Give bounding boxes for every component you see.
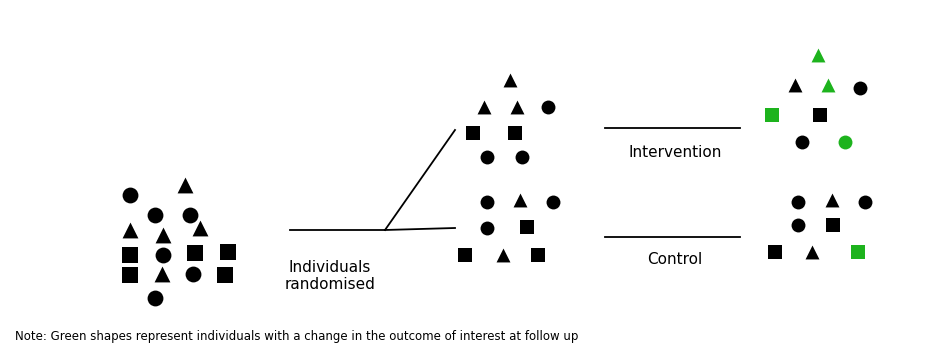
Text: Intervention: Intervention bbox=[628, 145, 722, 160]
Point bbox=[794, 139, 809, 145]
Point bbox=[495, 252, 510, 258]
Point bbox=[155, 271, 170, 277]
Point bbox=[509, 104, 524, 110]
Point bbox=[837, 139, 852, 145]
Point bbox=[514, 154, 529, 160]
Point bbox=[850, 249, 865, 255]
Text: Control: Control bbox=[647, 252, 703, 267]
Point bbox=[825, 197, 840, 203]
Point bbox=[476, 104, 491, 110]
Point bbox=[220, 249, 236, 255]
Point bbox=[480, 154, 495, 160]
Point bbox=[826, 222, 841, 228]
Point bbox=[457, 252, 472, 258]
Point bbox=[545, 199, 560, 205]
Point bbox=[187, 250, 202, 256]
Point bbox=[123, 252, 138, 258]
Point bbox=[147, 212, 162, 218]
Point bbox=[530, 252, 545, 258]
Point bbox=[520, 224, 535, 230]
Point bbox=[858, 199, 873, 205]
Point bbox=[768, 249, 783, 255]
Point bbox=[541, 104, 556, 110]
Point bbox=[480, 225, 495, 231]
Point bbox=[480, 199, 495, 205]
Point bbox=[852, 85, 867, 91]
Point bbox=[805, 249, 820, 255]
Point bbox=[765, 112, 780, 118]
Point bbox=[790, 222, 806, 228]
Point bbox=[790, 199, 806, 205]
Point bbox=[193, 225, 208, 231]
Point bbox=[788, 82, 803, 88]
Point bbox=[156, 252, 171, 258]
Point bbox=[123, 192, 138, 198]
Point bbox=[466, 130, 481, 136]
Point bbox=[185, 271, 200, 277]
Point bbox=[812, 112, 827, 118]
Text: Note: Green shapes represent individuals with a change in the outcome of interes: Note: Green shapes represent individuals… bbox=[15, 330, 579, 343]
Text: Individuals
randomised: Individuals randomised bbox=[285, 260, 375, 292]
Point bbox=[182, 212, 198, 218]
Point bbox=[810, 52, 826, 58]
Point bbox=[503, 77, 518, 83]
Point bbox=[512, 197, 527, 203]
Point bbox=[123, 272, 138, 278]
Point bbox=[507, 130, 522, 136]
Point bbox=[123, 227, 138, 233]
Point bbox=[156, 232, 171, 238]
Point bbox=[821, 82, 836, 88]
Point bbox=[218, 272, 233, 278]
Point bbox=[147, 295, 162, 301]
Point bbox=[178, 182, 193, 188]
